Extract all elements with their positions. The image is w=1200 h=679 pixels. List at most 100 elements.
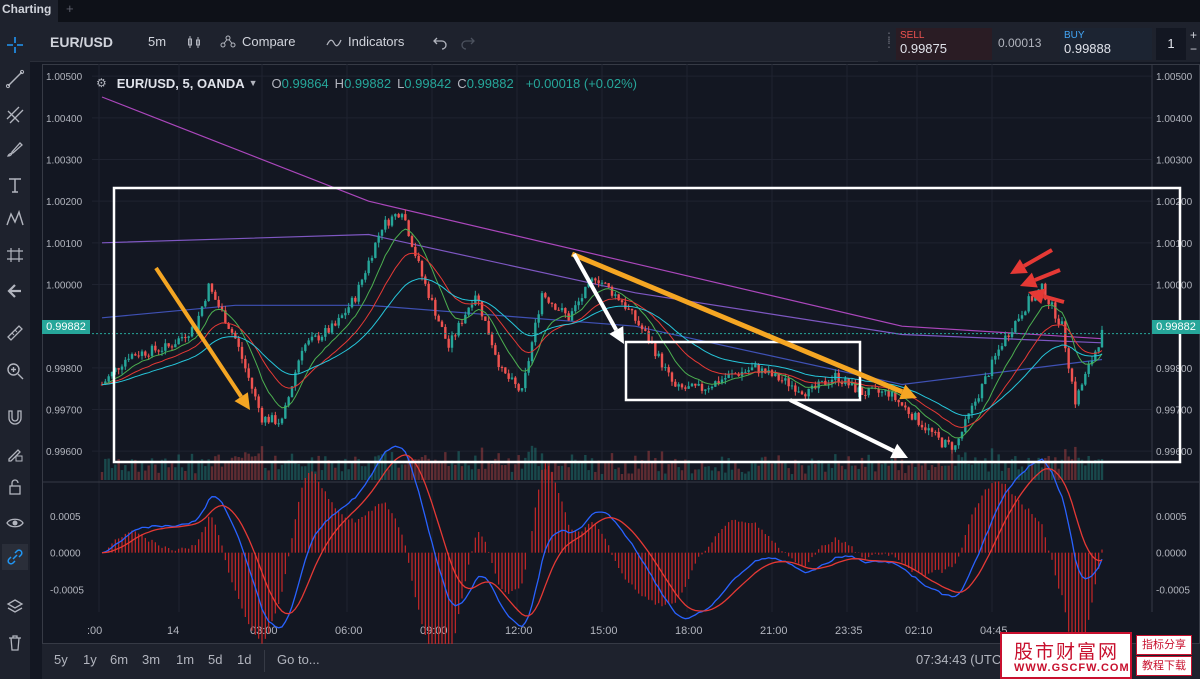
range-6m[interactable]: 6m <box>110 652 129 667</box>
candle-body <box>490 334 494 346</box>
macd-tick-left: 0.0005 <box>50 512 81 523</box>
range-1m[interactable]: 1m <box>176 652 195 667</box>
trash-icon[interactable] <box>2 630 28 656</box>
lock-pencil-icon[interactable] <box>2 440 28 466</box>
candle-body <box>794 385 797 392</box>
candle-body <box>234 332 237 339</box>
candle-body <box>770 370 774 377</box>
candle-body <box>1017 318 1020 322</box>
volume-bar <box>454 464 457 480</box>
minus-icon[interactable]: − <box>1190 42 1198 56</box>
range-3m[interactable]: 3m <box>142 652 161 667</box>
range-5y[interactable]: 5y <box>54 652 68 667</box>
drag-handle-icon[interactable]: ⋮ ⋮ <box>883 30 895 50</box>
candle-body <box>644 329 647 331</box>
sell-button[interactable]: SELL 0.99875 <box>896 28 992 60</box>
pattern-icon[interactable] <box>2 206 28 232</box>
caret-down-icon[interactable]: ▼ <box>248 78 258 88</box>
link-icon[interactable] <box>2 544 28 570</box>
crosshair-icon[interactable] <box>2 32 28 58</box>
volume-bar <box>830 468 834 480</box>
plus-icon[interactable]: + <box>1190 28 1198 42</box>
x-tick-label: 06:00 <box>335 625 363 637</box>
text-tool-icon[interactable] <box>2 172 28 198</box>
legend-title[interactable]: EUR/USD, 5, OANDA <box>116 75 245 91</box>
chart-type-button[interactable] <box>186 22 202 62</box>
candle-body <box>467 307 470 315</box>
prediction-icon[interactable] <box>2 242 28 268</box>
candle-body <box>444 326 447 339</box>
candle-body <box>434 299 437 316</box>
candle-body <box>267 416 270 423</box>
candle-body <box>517 384 520 391</box>
undo-button[interactable] <box>432 22 448 62</box>
volume-bar <box>607 462 610 480</box>
candle-body <box>207 283 210 302</box>
candle-body <box>724 377 727 380</box>
volume-bar <box>347 469 350 480</box>
volume-bar <box>1037 457 1040 480</box>
candle-body <box>1060 321 1064 325</box>
volume-bar <box>784 461 787 480</box>
volume-bar <box>167 467 170 480</box>
candle-body <box>574 305 577 312</box>
goto-button[interactable]: Go to... <box>277 652 320 667</box>
candle-body <box>667 367 670 373</box>
volume-bar <box>1017 469 1020 480</box>
indicators-button[interactable]: Indicators <box>326 22 404 62</box>
compare-icon <box>220 35 236 48</box>
quantity-field[interactable]: 1 <box>1156 28 1186 60</box>
trend-line-icon[interactable] <box>2 66 28 92</box>
candle-body <box>1010 332 1014 337</box>
candle-body <box>337 317 340 326</box>
range-1y[interactable]: 1y <box>83 652 97 667</box>
redo-button[interactable] <box>460 22 476 62</box>
zoom-icon[interactable] <box>2 358 28 384</box>
candle-body <box>257 396 260 408</box>
volume-bar <box>680 470 684 480</box>
volume-bar <box>474 455 477 480</box>
candle-body <box>954 445 957 450</box>
new-tab-button[interactable]: + <box>66 1 74 16</box>
back-arrow-icon[interactable] <box>2 278 28 304</box>
ruler-icon[interactable] <box>2 320 28 346</box>
volume-bar <box>170 463 174 480</box>
fib-tool-icon[interactable] <box>2 102 28 128</box>
lock-icon[interactable] <box>2 474 28 500</box>
candle-body <box>1027 296 1030 312</box>
symbol-search[interactable]: EUR/USD <box>50 34 114 50</box>
candle-body <box>780 380 784 382</box>
watermark-side2: 教程下载 <box>1136 656 1192 676</box>
brush-icon[interactable] <box>2 136 28 162</box>
settings-icon[interactable]: ⚙ <box>96 76 107 90</box>
compare-button[interactable]: Compare <box>220 22 295 62</box>
candle-body <box>1007 335 1010 337</box>
volume-bar <box>477 468 480 480</box>
interval-selector[interactable]: 5m <box>148 34 167 49</box>
candle-body <box>610 286 614 296</box>
buy-button[interactable]: BUY 0.99888 <box>1060 28 1152 60</box>
moving-average-line <box>101 233 1103 344</box>
volume-bar <box>310 457 314 480</box>
candle-body <box>1074 381 1077 405</box>
quantity-stepper[interactable]: + − <box>1190 28 1197 56</box>
volume-bar <box>500 465 504 480</box>
layers-icon[interactable] <box>2 594 28 620</box>
candle-body <box>710 386 714 389</box>
close-value: 0.99882 <box>466 75 514 91</box>
clock[interactable]: 07:34:43 (UTC <box>916 652 1002 667</box>
magnet-icon[interactable] <box>2 404 28 430</box>
volume-bar <box>730 469 734 480</box>
candle-body <box>454 335 457 337</box>
candle-body <box>597 280 600 284</box>
volume-bar <box>1094 460 1097 480</box>
annotation-range-box <box>112 186 1182 464</box>
candle-body <box>944 439 947 448</box>
macd-tick-right: 0.0005 <box>1156 512 1187 523</box>
price-chart[interactable]: 1.00500 1.00500 1.00400 1.00400 1.00300 1.003… <box>42 64 1200 644</box>
candle-body <box>990 359 994 377</box>
range-1d[interactable]: 1d <box>237 652 252 667</box>
range-5d[interactable]: 5d <box>208 652 223 667</box>
app-tab[interactable]: Charting <box>0 0 58 22</box>
eye-icon[interactable] <box>2 510 28 536</box>
